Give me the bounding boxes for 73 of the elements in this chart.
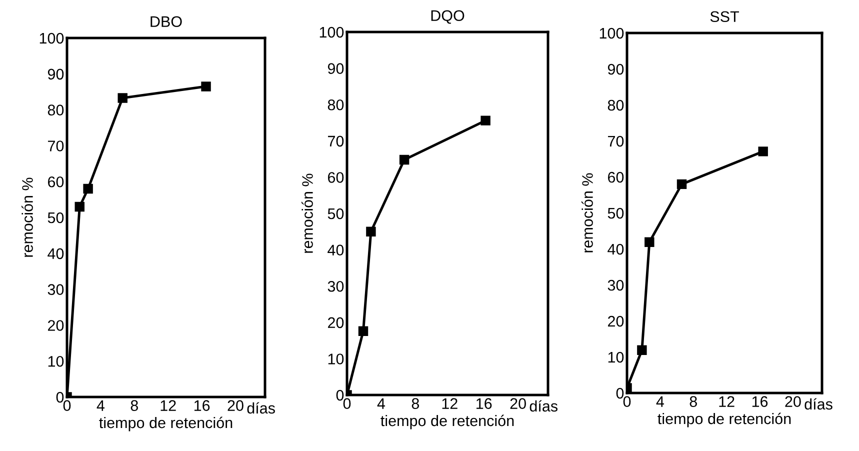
y-tick-label: 70	[48, 140, 64, 152]
x-tick-label: 4	[96, 400, 105, 411]
y-tick-label: 80	[608, 100, 624, 111]
point	[83, 184, 93, 194]
x-tick-label: 8	[130, 400, 138, 411]
x-axis-title: tiempo de retención	[658, 412, 791, 428]
y-tick-label: 50	[48, 212, 64, 224]
y-tick-label: 90	[48, 68, 64, 80]
y-tick-label: 100	[320, 26, 344, 38]
text: días	[247, 402, 275, 414]
x-tick-label: 16	[194, 400, 210, 411]
y-tick-label: 100	[40, 32, 64, 44]
x-tick-label: 4	[377, 398, 386, 409]
y-tick-label: 60	[48, 176, 64, 188]
x-tick-label: 20	[510, 398, 526, 409]
y-tick-label: 0	[616, 388, 624, 399]
y-tick-label: 80	[48, 104, 64, 116]
y-tick-label: 10	[328, 354, 344, 364]
x-tick-label: 16	[476, 398, 492, 409]
point	[480, 116, 490, 126]
y-axis-title: remoción %	[302, 174, 313, 253]
x-tick-label: 12	[160, 400, 176, 411]
point	[644, 237, 654, 248]
y-tick-label: 100	[600, 28, 624, 39]
x-tick-label: 4	[656, 396, 664, 407]
y-tick-label: 20	[48, 320, 64, 331]
y-tick-label: 80	[328, 99, 344, 110]
text: días	[530, 400, 558, 412]
x-tick-label: 0	[63, 400, 71, 411]
y-tick-label: 50	[608, 208, 624, 219]
point	[366, 226, 376, 237]
chart-title: SST	[710, 11, 740, 22]
x-tick-label: 8	[412, 398, 420, 409]
point	[74, 202, 84, 212]
y-tick-label: 40	[608, 244, 624, 255]
y-tick-label: 60	[608, 172, 624, 183]
y-tick-label: 10	[608, 352, 624, 363]
y-tick-label: 40	[48, 248, 64, 260]
point	[399, 154, 410, 165]
x-tick-label: 0	[343, 398, 351, 409]
y-tick-label: 90	[608, 64, 624, 75]
y-axis-title: remoción %	[22, 178, 33, 257]
x-tick-label: 16	[752, 396, 768, 407]
point	[637, 345, 647, 356]
y-tick-label: 60	[328, 172, 344, 183]
y-tick-label: 50	[328, 208, 344, 220]
point	[758, 146, 768, 156]
x-tick-label: 0	[623, 396, 631, 407]
y-tick-label: 10	[48, 356, 64, 367]
y-axis-title: remoción %	[582, 173, 593, 252]
chart-title: DBO	[150, 16, 182, 28]
y-tick-label: 40	[328, 244, 344, 256]
x-tick-label: 8	[690, 396, 697, 407]
point	[358, 326, 368, 336]
y-tick-label: 30	[608, 280, 624, 291]
y-tick-label: 70	[328, 136, 344, 147]
x-tick-label: 12	[719, 396, 734, 407]
x-tick-label: 12	[442, 398, 458, 409]
text: días	[804, 398, 832, 410]
chart-title: DQO	[431, 10, 464, 24]
y-tick-label: 90	[328, 63, 344, 74]
y-tick-label: 20	[608, 316, 624, 327]
y-tick-label: 30	[328, 280, 344, 292]
x-tick-label: 20	[785, 396, 801, 407]
x-axis-title: tiempo de retención	[380, 414, 514, 430]
x-tick-label: 20	[228, 400, 244, 411]
y-tick-label: 70	[608, 136, 624, 147]
y-tick-label: 30	[48, 284, 64, 295]
point	[118, 93, 128, 103]
point	[201, 82, 211, 92]
x-axis-title: tiempo de retención	[99, 416, 232, 432]
point	[676, 179, 687, 190]
y-tick-label: 20	[328, 317, 344, 328]
